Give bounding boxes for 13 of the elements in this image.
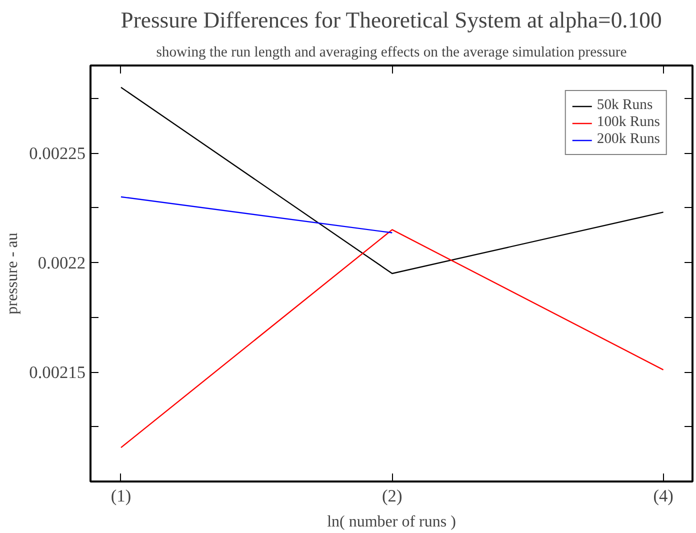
x-axis-title: ln( number of runs ) bbox=[327, 514, 456, 530]
y-tick-label: 0.00225 bbox=[29, 144, 86, 164]
y-tick-label: 0.0022 bbox=[38, 254, 86, 273]
legend-label: 50k Runs bbox=[596, 97, 653, 114]
chart-subtitle: showing the run length and averaging effects on the average simulation pressure bbox=[156, 44, 627, 60]
legend-label: 200k Runs bbox=[596, 131, 660, 148]
y-tick-label: 0.00215 bbox=[29, 363, 86, 382]
x-tick-label: (4) bbox=[653, 486, 674, 506]
legend-label: 100k Runs bbox=[596, 114, 660, 131]
x-tick-label: (2) bbox=[382, 486, 402, 506]
x-tick-label: (1) bbox=[110, 486, 132, 506]
y-axis-title: pressure - au bbox=[4, 232, 22, 314]
chart-title: Pressure Differences for Theoretical System at alpha=0.100 bbox=[120, 8, 662, 32]
